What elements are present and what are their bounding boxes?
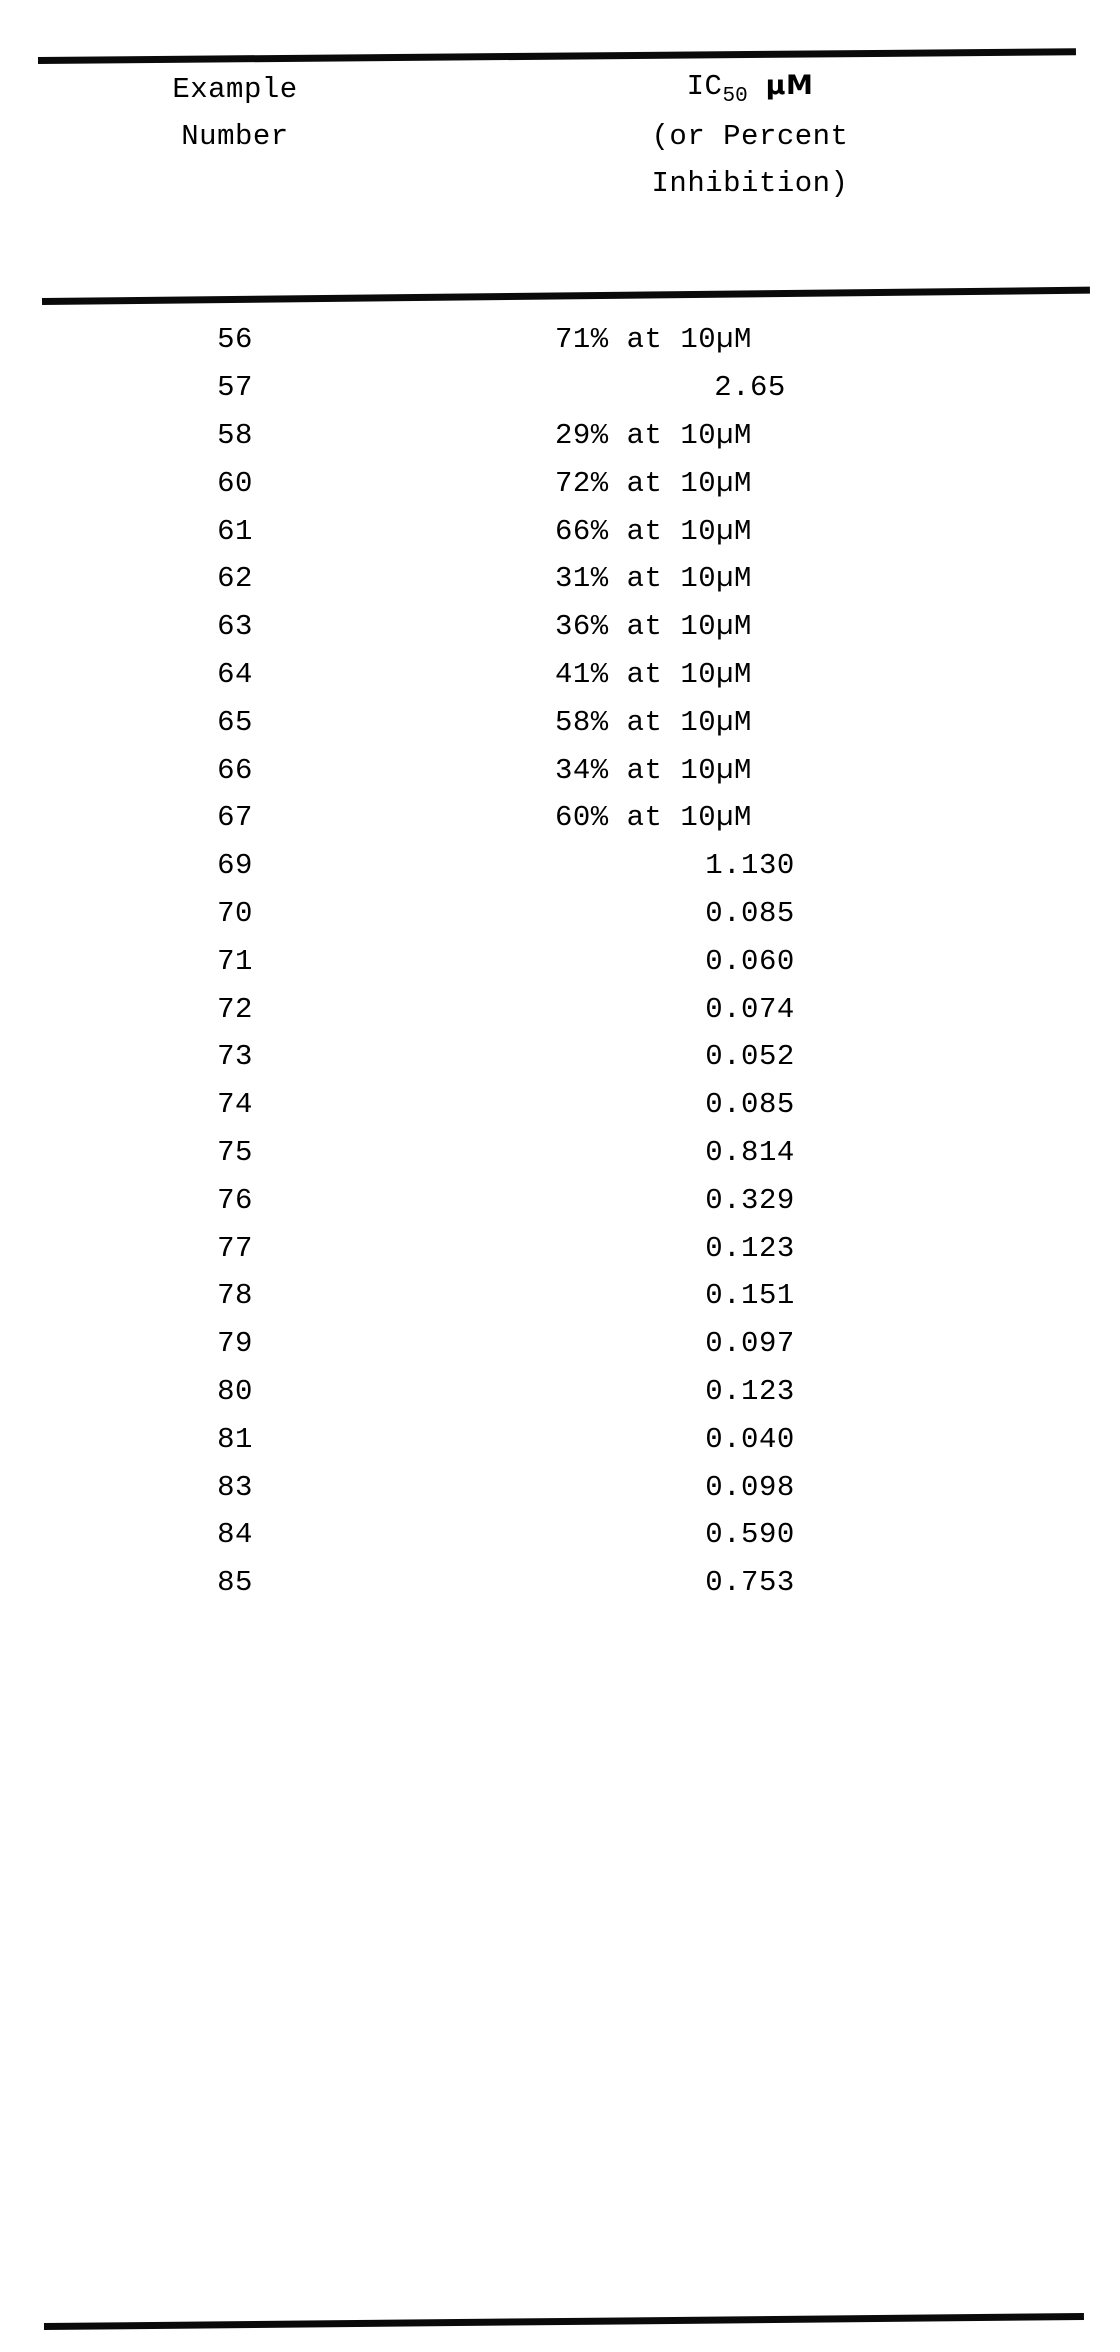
ic50-value-cell: 58% at 10µM xyxy=(555,705,752,739)
ic50-value-cell: 1.130 xyxy=(705,849,795,883)
example-number-cell: 74 xyxy=(217,1088,253,1122)
ic50-value-cell: 34% at 10µM xyxy=(555,753,752,787)
table-row: 61 66% at 10µM xyxy=(0,507,1120,555)
ic50-value-cell: 66% at 10µM xyxy=(555,514,752,548)
header-line-1: Example IC50 µM xyxy=(0,68,1120,110)
table-top-rule xyxy=(37,48,1076,64)
header-example-label: Example xyxy=(172,72,298,106)
ic50-value-cell: 0.097 xyxy=(705,1327,795,1361)
table-row: 74 0.085 xyxy=(0,1081,1120,1129)
table-row: 73 0.052 xyxy=(0,1033,1120,1081)
example-number-cell: 66 xyxy=(217,753,253,787)
ic50-value-cell: 0.753 xyxy=(705,1566,795,1600)
ic50-value-cell: 0.052 xyxy=(705,1040,795,1074)
example-number-cell: 64 xyxy=(217,657,253,691)
table-row: 64 41% at 10µM xyxy=(0,651,1120,699)
table-row: 76 0.329 xyxy=(0,1176,1120,1224)
example-number-cell: 85 xyxy=(217,1566,253,1600)
ic50-value-cell: 41% at 10µM xyxy=(555,657,752,691)
table-header: Example IC50 µM Number (or Percent Inhib… xyxy=(0,68,1120,204)
ic50-value-cell: 0.151 xyxy=(705,1279,795,1313)
example-number-cell: 78 xyxy=(217,1279,253,1313)
example-number-cell: 73 xyxy=(217,1040,253,1074)
example-number-cell: 77 xyxy=(217,1231,253,1265)
table-row: 80 0.123 xyxy=(0,1368,1120,1416)
table-row: 67 60% at 10µM xyxy=(0,794,1120,842)
table-row: 85 0.753 xyxy=(0,1559,1120,1607)
header-ic50-prefix: IC xyxy=(686,70,723,104)
ic50-value-cell: 0.085 xyxy=(705,1088,795,1122)
table-row: 57 2.65 xyxy=(0,364,1120,412)
ic50-value-cell: 31% at 10µM xyxy=(555,562,752,596)
ic50-value-cell: 36% at 10µM xyxy=(555,610,752,644)
ic50-value-cell: 0.123 xyxy=(705,1374,795,1408)
table-bottom-rule xyxy=(43,2313,1084,2330)
ic50-value-cell: 0.329 xyxy=(705,1183,795,1217)
table-row: 84 0.590 xyxy=(0,1511,1120,1559)
header-ic50-unit: µM xyxy=(765,70,814,102)
ic50-value-cell: 0.814 xyxy=(705,1135,795,1169)
example-number-cell: 71 xyxy=(217,944,253,978)
header-inhibition-label: Inhibition) xyxy=(651,166,849,200)
ic50-value-cell: 0.590 xyxy=(705,1518,795,1552)
example-number-cell: 61 xyxy=(217,514,253,548)
ic50-value-cell: 0.123 xyxy=(705,1231,795,1265)
example-number-cell: 60 xyxy=(217,466,253,500)
ic50-value-cell: 0.060 xyxy=(705,944,795,978)
example-number-cell: 65 xyxy=(217,705,253,739)
table-row: 75 0.814 xyxy=(0,1129,1120,1177)
example-number-cell: 79 xyxy=(217,1327,253,1361)
table-row: 56 71% at 10µM xyxy=(0,316,1120,364)
example-number-cell: 83 xyxy=(217,1470,253,1504)
header-line-2: Number (or Percent xyxy=(0,115,1120,157)
table-row: 60 72% at 10µM xyxy=(0,459,1120,507)
example-number-cell: 62 xyxy=(217,562,253,596)
header-ic50-label: IC50 µM xyxy=(470,70,1030,108)
ic50-value-cell: 60% at 10µM xyxy=(555,801,752,835)
example-number-cell: 76 xyxy=(217,1183,253,1217)
example-number-cell: 58 xyxy=(217,418,253,452)
ic50-value-cell: 71% at 10µM xyxy=(555,323,752,357)
table-row: 72 0.074 xyxy=(0,985,1120,1033)
table-header-rule xyxy=(41,286,1090,305)
header-line-3: Inhibition) xyxy=(0,162,1120,204)
ic50-value-cell: 2.65 xyxy=(714,371,786,405)
example-number-cell: 80 xyxy=(217,1374,253,1408)
table-row: 69 1.130 xyxy=(0,842,1120,890)
table-row: 78 0.151 xyxy=(0,1272,1120,1320)
example-number-cell: 75 xyxy=(217,1135,253,1169)
example-number-cell: 81 xyxy=(217,1422,253,1456)
table-row: 65 58% at 10µM xyxy=(0,698,1120,746)
header-ic50-subscript: 50 xyxy=(722,84,748,108)
example-number-cell: 70 xyxy=(217,896,253,930)
example-number-cell: 67 xyxy=(217,801,253,835)
ic50-value-cell: 0.085 xyxy=(705,896,795,930)
table-row: 66 34% at 10µM xyxy=(0,746,1120,794)
table-row: 62 31% at 10µM xyxy=(0,555,1120,603)
ic50-value-cell: 29% at 10µM xyxy=(555,418,752,452)
table-row: 58 29% at 10µM xyxy=(0,412,1120,460)
example-number-cell: 57 xyxy=(217,371,253,405)
example-number-cell: 84 xyxy=(217,1518,253,1552)
example-number-cell: 69 xyxy=(217,849,253,883)
table-row: 79 0.097 xyxy=(0,1320,1120,1368)
table-row: 70 0.085 xyxy=(0,890,1120,938)
table-row: 77 0.123 xyxy=(0,1224,1120,1272)
ic50-value-cell: 72% at 10µM xyxy=(555,466,752,500)
header-number-label: Number xyxy=(181,119,289,153)
table-row: 71 0.060 xyxy=(0,937,1120,985)
table-row: 83 0.098 xyxy=(0,1463,1120,1511)
table-body: 56 71% at 10µM 57 2.65 58 29% at 10µM 60 72% at… xyxy=(0,316,1120,1607)
example-number-cell: 56 xyxy=(217,323,253,357)
ic50-value-cell: 0.074 xyxy=(705,992,795,1026)
ic50-value-cell: 0.040 xyxy=(705,1422,795,1456)
example-number-cell: 63 xyxy=(217,610,253,644)
table-row: 63 36% at 10µM xyxy=(0,603,1120,651)
table-row: 81 0.040 xyxy=(0,1415,1120,1463)
example-number-cell: 72 xyxy=(217,992,253,1026)
ic50-value-cell: 0.098 xyxy=(705,1470,795,1504)
header-percent-label: (or Percent xyxy=(651,119,849,153)
